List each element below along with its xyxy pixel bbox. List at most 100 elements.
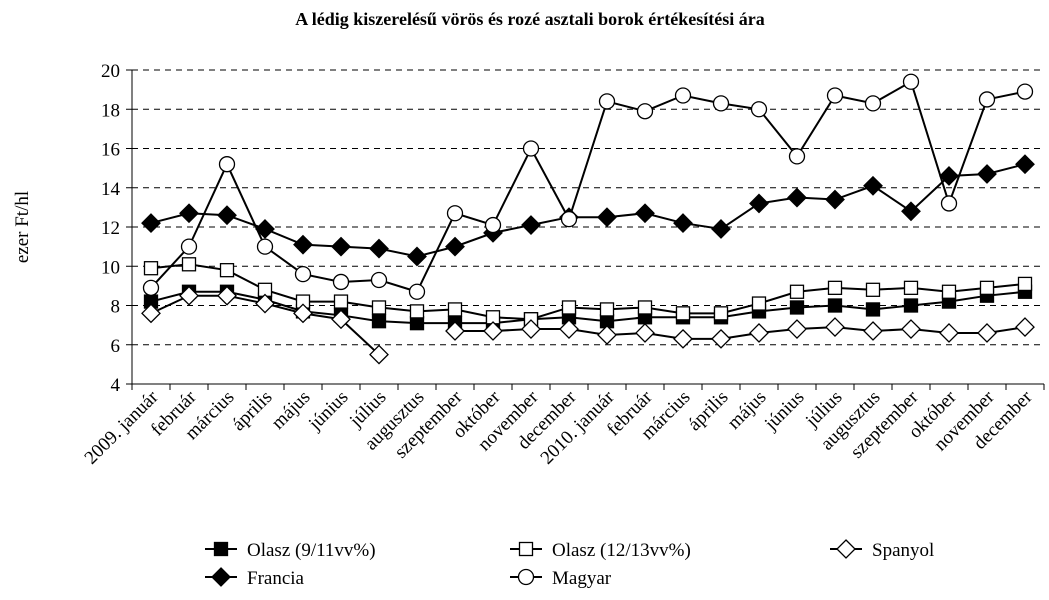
data-point [599, 302, 615, 317]
data-point [143, 261, 159, 276]
y-tick-label: 8 [111, 297, 121, 318]
x-tick-label: április [684, 387, 732, 435]
series-line [150, 80, 1026, 293]
y-tick-label: 10 [101, 257, 120, 278]
data-point [901, 201, 921, 222]
data-point [331, 236, 351, 257]
data-point [142, 279, 160, 296]
data-point [445, 321, 465, 341]
data-point [902, 73, 920, 90]
data-point [141, 213, 161, 233]
data-point [598, 93, 616, 110]
x-tick-label: június [304, 387, 352, 435]
data-point [637, 300, 653, 315]
data-point [635, 323, 655, 343]
x-tick-label: június [760, 387, 808, 435]
data-point [636, 103, 654, 120]
legend-marker [836, 539, 856, 559]
data-point [445, 236, 465, 257]
data-point [863, 321, 883, 341]
chart-title: A lédig kiszerelésű vörös és rozé asztal… [295, 9, 764, 29]
data-point [901, 319, 921, 339]
legend-label: Spanyol [872, 540, 934, 561]
data-point [674, 87, 692, 104]
data-point [255, 293, 275, 314]
data-point [217, 205, 237, 226]
legend-marker [518, 541, 534, 557]
data-point [1015, 317, 1035, 338]
data-point [446, 205, 464, 222]
data-point [294, 265, 312, 283]
data-point [751, 296, 767, 311]
legend-label: Olasz (9/11vv%) [247, 540, 376, 561]
data-point [941, 284, 957, 299]
data-point [293, 303, 313, 324]
data-point [865, 302, 881, 317]
x-tick-label: április [228, 387, 276, 435]
data-point [673, 328, 693, 349]
data-point [1017, 276, 1033, 292]
data-point [179, 203, 199, 224]
data-point [788, 148, 806, 165]
legend-label: Magyar [552, 568, 612, 589]
x-tick-label: május [724, 387, 771, 434]
data-point [864, 95, 882, 112]
data-point [789, 300, 805, 315]
data-point [219, 263, 235, 278]
data-point [332, 273, 350, 291]
data-point [826, 87, 844, 104]
data-point [825, 317, 845, 338]
data-point [409, 304, 425, 319]
data-point [673, 213, 693, 233]
data-point [180, 238, 198, 255]
data-point [787, 319, 807, 339]
data-point [865, 282, 881, 297]
data-point [939, 323, 959, 343]
data-point [827, 298, 843, 313]
data-point [521, 319, 541, 339]
data-point [522, 140, 540, 157]
data-point [903, 280, 919, 295]
data-point [825, 189, 845, 210]
legend-label: Olasz (12/13vv%) [552, 540, 691, 561]
data-point [977, 323, 997, 343]
y-tick-label: 6 [111, 336, 121, 357]
legend-label: Francia [247, 568, 305, 589]
data-point [521, 215, 541, 235]
data-point [447, 302, 463, 317]
data-point [977, 164, 997, 184]
data-point [371, 314, 387, 329]
data-point [711, 328, 731, 349]
data-point [1015, 154, 1035, 175]
data-point [978, 91, 996, 108]
data-point [370, 271, 388, 289]
data-point [331, 309, 351, 330]
y-tick-label: 14 [101, 179, 121, 200]
data-point [369, 344, 389, 365]
y-tick-label: 16 [101, 140, 120, 161]
data-point [369, 238, 389, 259]
y-tick-label: 18 [101, 100, 120, 121]
data-point [333, 294, 349, 309]
series-line [150, 263, 1026, 321]
data-point [255, 219, 275, 239]
data-point [141, 303, 161, 324]
data-point [407, 246, 427, 267]
data-point [484, 216, 502, 234]
legend-marker [517, 568, 535, 586]
data-point [179, 285, 199, 306]
data-point [750, 101, 768, 118]
data-point [483, 321, 503, 341]
data-point [218, 156, 236, 173]
data-point [713, 306, 729, 321]
series-line [150, 163, 1026, 258]
data-point [256, 238, 274, 255]
y-tick-label: 12 [101, 218, 120, 239]
data-point [827, 280, 843, 295]
data-point [787, 187, 807, 208]
data-point [711, 219, 731, 239]
data-point [559, 319, 579, 339]
data-point [712, 95, 730, 112]
data-point [560, 210, 578, 228]
